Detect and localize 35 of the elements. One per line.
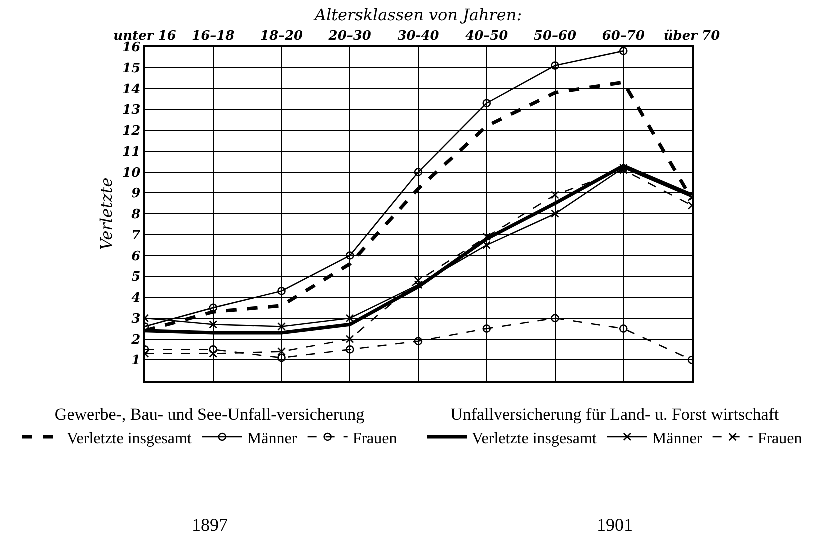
x-tick-label: 30-40: [398, 29, 440, 44]
legend-label: Frauen: [352, 430, 398, 448]
legend-label: Männer: [652, 430, 703, 448]
legend-label: Verletzte insgesamt: [67, 430, 192, 448]
text: Gewerbe-, Bau- und See-Unfall-versicherung: [54, 405, 366, 424]
y-tick-label: 8: [130, 208, 141, 223]
y-tick-label: 12: [122, 124, 141, 140]
y-tick-label: 5: [132, 270, 141, 286]
x-tick-label: 18–20: [260, 29, 304, 44]
y-tick-label: 14: [122, 82, 141, 98]
y-tick-label: 3: [132, 312, 141, 327]
legend-label: Verletzte insgesamt: [472, 430, 598, 448]
x-tick-label: 16–18: [192, 29, 235, 44]
legend-label: Männer: [247, 430, 298, 448]
y-tick-label: 9: [132, 186, 141, 202]
x-tick-label: 50–60: [534, 29, 577, 44]
x-tick-label: 20–30: [328, 29, 372, 44]
y-tick-label: 1: [132, 354, 141, 369]
x-tick-label: 60–70: [602, 29, 645, 44]
text: 1897: [192, 515, 228, 535]
y-tick-label: 11: [122, 144, 141, 160]
y-tick-label: 4: [132, 291, 141, 306]
y-tick-label: 7: [132, 228, 141, 244]
y-tick-label: 13: [122, 103, 141, 118]
y-axis-title: Verletzte: [96, 178, 116, 250]
text: 1901: [597, 515, 633, 535]
x-axis-title: Altersklassen von Jahren:: [312, 5, 522, 24]
y-tick-label: 10: [122, 166, 141, 181]
x-tick-label: über 70: [664, 29, 720, 44]
legend-label: Frauen: [758, 430, 802, 448]
y-tick-label: 15: [122, 61, 141, 76]
y-tick-label: 2: [130, 332, 141, 348]
y-tick-label: 6: [132, 249, 141, 264]
text: Unfallversicherung für Land- u. Forst wirtschaft: [450, 405, 780, 424]
x-tick-label: 40–50: [466, 29, 508, 44]
